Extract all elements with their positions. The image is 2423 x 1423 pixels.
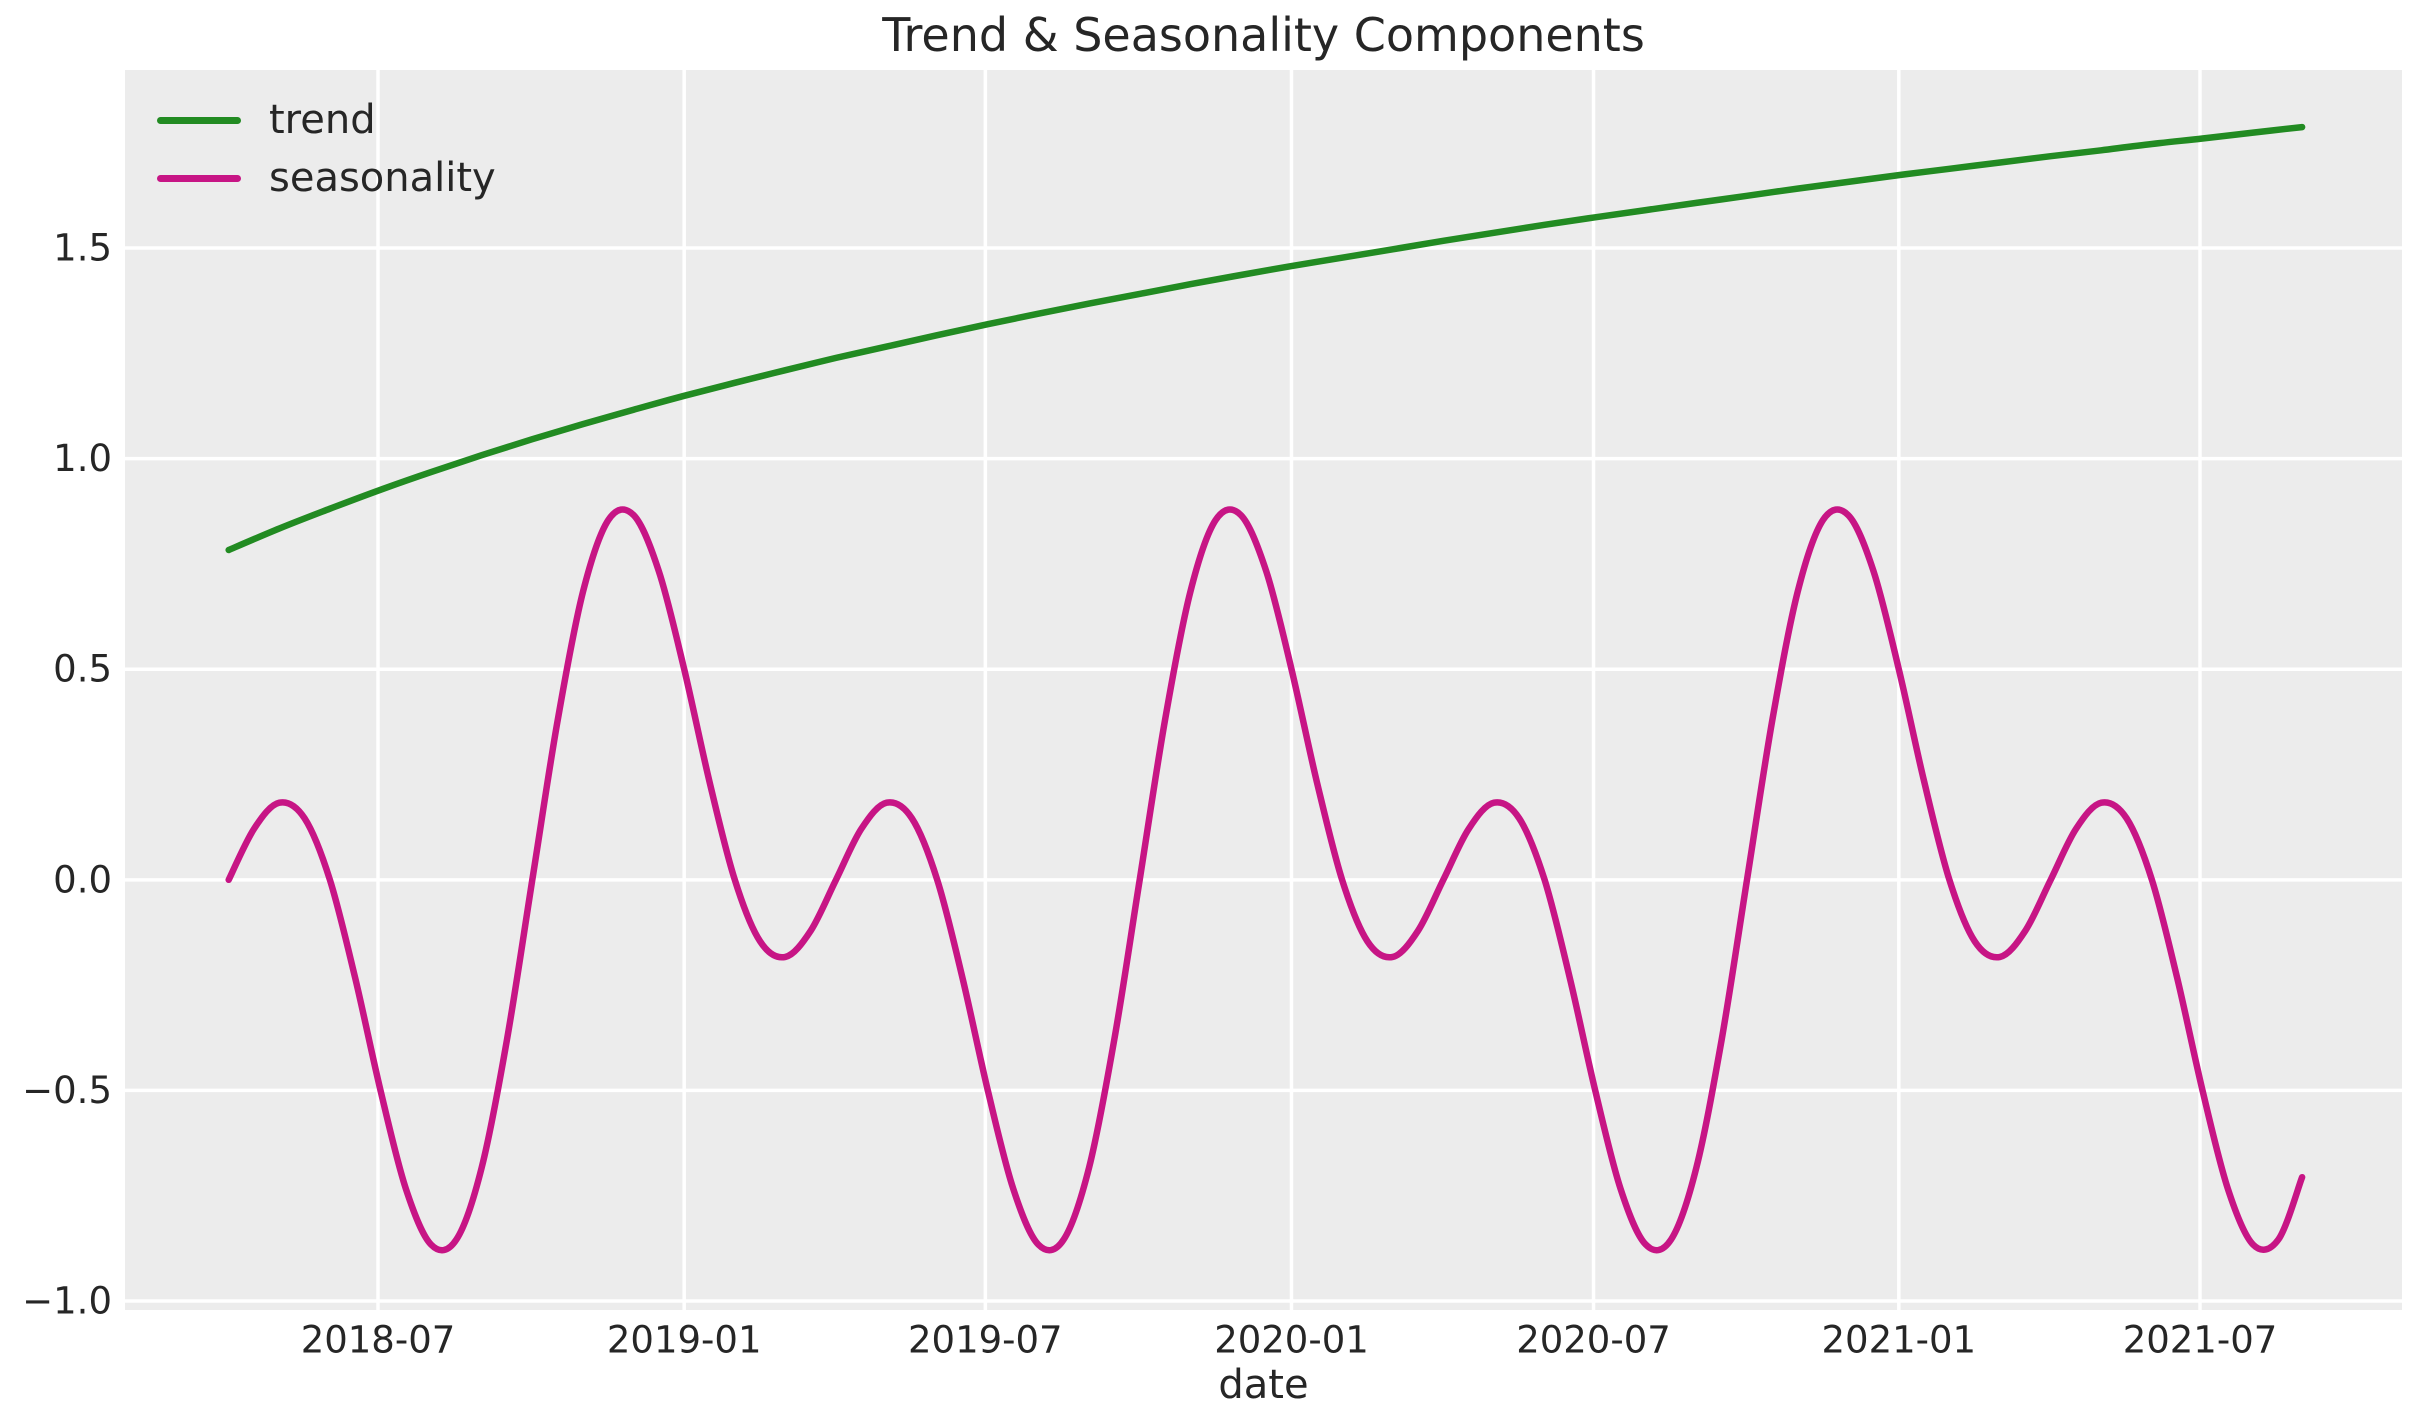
y-tick-label: 1.0 [53,437,112,480]
x-tick-label: 2021-01 [1821,1319,1976,1362]
y-tick-label: 0.5 [53,648,112,691]
legend-label: trend [269,97,376,143]
legend-label: seasonality [269,155,496,201]
x-tick-label: 2019-01 [607,1319,762,1362]
x-tick-label: 2019-07 [908,1319,1063,1362]
seasonality-line [225,506,2306,1254]
chart-title: Trend & Seasonality Components [882,8,1645,62]
y-tick-label: 1.5 [53,227,112,270]
legend-swatch-trend [157,116,241,124]
y-tick-label: −1.0 [22,1280,112,1323]
legend-item-trend: trend [157,91,496,149]
plot-area [125,70,2402,1310]
x-axis-label: date [1218,1362,1309,1408]
y-tick-label: 0.0 [53,858,112,901]
x-tick-label: 2018-07 [301,1319,456,1362]
x-tick-label: 2020-01 [1214,1319,1369,1362]
x-tick-label: 2020-07 [1516,1319,1671,1362]
legend-swatch-seasonality [157,174,241,182]
x-tick-label: 2021-07 [2123,1319,2278,1362]
y-tick-label: −0.5 [22,1069,112,1112]
legend-item-seasonality: seasonality [157,149,496,207]
legend: trend seasonality [157,91,496,207]
trend-line [225,123,2306,554]
